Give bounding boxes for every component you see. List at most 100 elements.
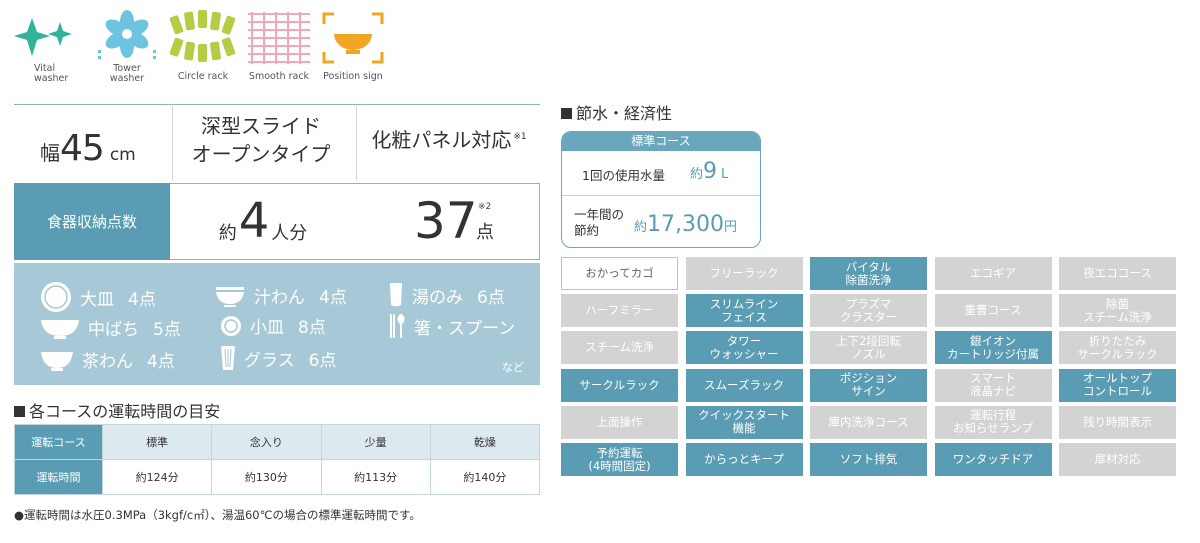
feature-badge: エコギア	[934, 257, 1052, 290]
width-spec: 幅45 cm	[40, 128, 136, 169]
feature-badge: ポジション サイン	[810, 368, 927, 402]
type-line: 深型スライド	[201, 114, 321, 138]
width-label: 幅	[40, 141, 60, 165]
dish-item: 湯のみ 6点	[388, 281, 505, 309]
feature-badge: 上面操作	[561, 405, 678, 439]
feature-label: スマート 液晶ナビ	[970, 371, 1016, 399]
eco-title-text: 節水・経済性	[576, 104, 673, 123]
dish-more-note: など	[502, 361, 524, 374]
teacup-icon	[390, 283, 402, 307]
table-cell: 少量	[320, 424, 431, 460]
smooth-rack-badge: Smooth rack	[244, 10, 314, 82]
feature-label: 上面操作	[596, 414, 643, 429]
small-plate-icon	[221, 315, 241, 336]
persons-value: 4	[238, 193, 270, 249]
feature-label: 予約運転 (4時間固定)	[588, 445, 651, 473]
feature-badge: フリーラック	[685, 257, 803, 290]
soup-bowl-icon	[216, 286, 244, 307]
feature-label: スチーム洗浄	[585, 340, 654, 355]
feature-badge: ワンタッチドア	[934, 443, 1052, 476]
dish-name: 小皿	[250, 318, 284, 338]
feature-badge: からっとキープ	[685, 443, 803, 476]
divider	[172, 106, 173, 180]
feature-label: フリーラック	[709, 266, 779, 280]
course-time-title-text: 各コースの運転時間の目安	[29, 402, 221, 421]
feature-label: スリムライン フェイス	[709, 296, 779, 324]
water-unit: L	[721, 167, 729, 182]
dish-count: 4点	[128, 289, 156, 310]
feature-badge: スムーズラック	[685, 368, 803, 402]
feature-label: ハーフミラー	[585, 303, 654, 318]
feature-badge: タワー ウォッシャー	[685, 331, 803, 365]
icon-caption-line: washer	[109, 73, 145, 84]
water-number: 9	[703, 159, 718, 184]
feature-label: クイックスタート 機能	[698, 408, 790, 436]
feature-label: タワー ウォッシャー	[709, 333, 779, 361]
large-plate-icon	[41, 282, 71, 312]
feature-badge: プラズマ クラスター	[810, 294, 927, 328]
feature-badge: 庫内洗浄コース	[810, 405, 927, 439]
table-cell: 約113分	[320, 459, 431, 495]
dish-item: グラス 6点	[220, 345, 337, 371]
icon-caption-line: Vital	[34, 63, 56, 74]
table-cell: 念入り	[211, 424, 322, 460]
feature-label: 折りたたみ サークルラック	[1077, 333, 1158, 361]
pieces-note: ※2	[478, 202, 492, 212]
pieces-value: 37	[414, 192, 478, 250]
persons-prefix: 約	[218, 223, 237, 244]
table-cell: 標準	[101, 424, 213, 460]
water-label: 1回の使用水量	[582, 168, 665, 183]
dish-name: 茶わん	[82, 352, 133, 372]
icon-caption-line: Position sign	[323, 71, 383, 82]
saving-unit: 円	[724, 220, 738, 235]
medium-bowl-icon	[41, 319, 79, 339]
saving-label-line: 節約	[574, 223, 600, 238]
table-cell: 約124分	[101, 459, 213, 495]
dish-item: 箸・スプーン	[388, 313, 515, 339]
position-sign-badge: Position sign	[318, 10, 388, 82]
eco-card: 標準コース 1回の使用水量 約9 L 一年間の 節約 約17,300円	[561, 131, 761, 248]
circle-rack-icon	[169, 10, 236, 62]
footnote: ●運転時間は水圧0.3MPa（3kgf/c㎡）、湯温60℃の場合の標準運転時間で…	[14, 508, 421, 522]
dish-item: 汁わん 4点	[214, 283, 347, 308]
dish-count: 4点	[147, 352, 175, 372]
feature-badge: 銀イオン カートリッジ付属	[934, 331, 1052, 365]
type-line: オープンタイプ	[191, 142, 331, 166]
tower-washer-badge: Tower washer	[92, 10, 162, 84]
glass-icon	[221, 346, 235, 370]
water-value: 約9 L	[690, 159, 728, 184]
table-cell: 乾燥	[429, 424, 541, 460]
dish-name: 汁わん	[254, 288, 305, 308]
feature-badge: 除菌 スチーム洗浄	[1059, 294, 1176, 328]
feature-label: プラズマ クラスター	[839, 296, 898, 324]
width-unit: cm	[109, 145, 136, 165]
dish-name: 大皿	[80, 289, 114, 310]
capacity-persons: 約 4 人分	[170, 183, 356, 260]
feature-badge: おかってカゴ	[561, 257, 678, 290]
feature-badge: スチーム洗浄	[561, 331, 678, 365]
dish-item: 大皿 4点	[40, 281, 156, 313]
table-cell: 約130分	[211, 459, 322, 495]
water-prefix: 約	[690, 167, 704, 182]
table-row: 運転コース 標準 念入り 少量 乾燥	[14, 424, 541, 460]
feature-label: 扉材対応	[1094, 452, 1141, 466]
table-row-header: 運転時間	[14, 459, 103, 495]
feature-badge: サークルラック	[561, 368, 678, 402]
feature-badge: クイックスタート 機能	[685, 405, 803, 439]
dish-name: グラス	[244, 350, 295, 371]
icon-caption-line: washer	[34, 73, 69, 84]
eco-title: 節水・経済性	[561, 100, 672, 124]
feature-badge: 上下2段回転 ノズル	[810, 331, 927, 365]
saving-value: 約17,300円	[634, 212, 737, 237]
feature-icon-row: Vital washer Tower washer	[12, 10, 392, 84]
dish-item: 茶わん 4点	[40, 347, 175, 372]
feature-badge: スマート 液晶ナビ	[934, 368, 1052, 402]
saving-label: 一年間の 節約	[574, 207, 634, 239]
table-row: 運転時間 約124分 約130分 約113分 約140分	[14, 459, 541, 495]
smooth-rack-icon	[248, 12, 310, 64]
feature-badge: ソフト排気	[810, 443, 927, 476]
feature-label: 重曹コース	[964, 303, 1022, 318]
square-bullet-icon	[561, 108, 572, 119]
feature-label: スムーズラック	[704, 377, 784, 392]
feature-badge: 残り時間表示	[1059, 405, 1176, 439]
